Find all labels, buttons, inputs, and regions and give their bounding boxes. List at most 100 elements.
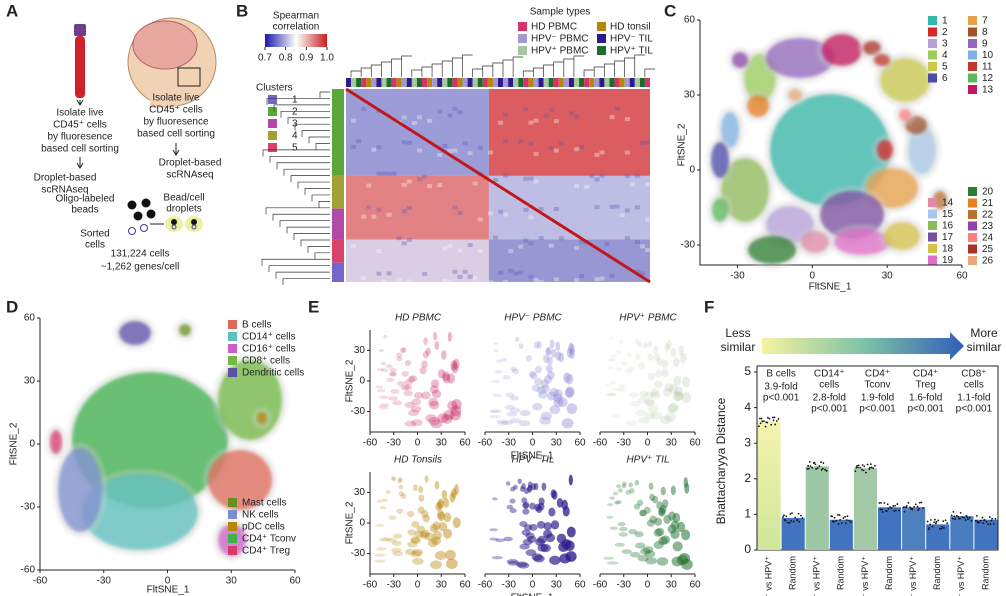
column-annotation [619, 78, 625, 87]
dendrogram [573, 55, 585, 77]
cell-cloud [410, 550, 422, 558]
jitter-dot [994, 517, 997, 520]
dendrogram [421, 66, 433, 77]
legend-label: 2 [292, 107, 298, 118]
group-name: CD4⁺ [865, 369, 890, 380]
legend-label: CD4⁺ Treg [242, 546, 290, 557]
legend-label: 23 [982, 221, 994, 232]
jitter-dot [764, 425, 767, 428]
heatmap-noise [533, 152, 539, 157]
cell-cloud [491, 379, 500, 383]
cell-cloud [443, 528, 453, 539]
jitter-dot [907, 501, 910, 504]
cell-cloud [609, 380, 618, 385]
cell-cloud [628, 482, 634, 488]
x-tick-label: -30 [730, 271, 745, 282]
heatmap-noise [361, 106, 367, 111]
legend-swatch [228, 546, 237, 555]
x-tick-label: -30 [387, 438, 402, 449]
cell-cloud [610, 357, 617, 362]
heatmap-noise [366, 183, 372, 188]
cell-cloud [418, 494, 425, 502]
cell-cloud [506, 558, 519, 564]
heatmap-noise [599, 173, 605, 178]
heatmap-noise [503, 212, 509, 217]
heatmap-noise [528, 274, 534, 279]
cell-cloud [672, 391, 683, 402]
heatmap-noise [396, 236, 402, 241]
dendrogram [287, 117, 330, 125]
dendrogram [462, 54, 473, 77]
cell-cloud [555, 351, 562, 361]
cell-cloud [656, 557, 669, 566]
colorbar-tick-label: 1.0 [320, 53, 334, 64]
cell-cloud [558, 352, 565, 363]
jitter-dot [918, 501, 921, 504]
heatmap-noise [624, 150, 630, 155]
cell-cloud [637, 396, 648, 403]
heatmap-noise [498, 209, 504, 214]
heatmap-noise [498, 270, 504, 275]
jitter-dot [979, 519, 982, 522]
heatmap-noise [528, 241, 534, 246]
heatmap-noise [487, 211, 493, 216]
fold-label: 1.6-fold [909, 393, 942, 404]
cell-cloud [429, 385, 439, 394]
cell-cloud [673, 357, 680, 368]
x-tick-label: -30 [387, 580, 402, 591]
column-annotation [391, 78, 397, 87]
legend-swatch [228, 522, 237, 531]
jitter-dot [944, 519, 947, 522]
cell-cloud [617, 521, 626, 527]
cell-cloud [491, 555, 503, 560]
jitter-dot [950, 514, 953, 517]
cell-cloud [509, 508, 517, 514]
cell-cloud [376, 367, 384, 372]
dendrogram [308, 136, 330, 144]
x-tick-label: HPV⁻ vs HPV⁺ [908, 556, 918, 596]
dendrogram [634, 54, 645, 77]
dendrogram [522, 70, 534, 77]
dendrogram [290, 175, 330, 183]
cell-cloud [670, 529, 680, 540]
cell-cloud [625, 420, 638, 426]
column-annotation [467, 78, 473, 87]
jitter-dot [870, 463, 872, 466]
jitter-dot [981, 516, 984, 519]
dendrogram [533, 67, 544, 77]
cell-cloud [400, 384, 410, 391]
cell-cloud [421, 360, 428, 369]
jitter-dot [814, 463, 817, 466]
cell-cloud [512, 484, 518, 490]
bead [127, 200, 137, 210]
heatmap-noise [634, 173, 640, 178]
group-name: cells [819, 380, 839, 391]
jitter-dot [844, 515, 847, 518]
cell-cloud [437, 369, 446, 379]
heatmap-noise [528, 215, 534, 220]
column-annotation [594, 78, 600, 87]
heatmap-noise [574, 183, 580, 188]
heatmap-noise [447, 280, 453, 285]
cell-cloud [674, 386, 684, 397]
jitter-dot [845, 519, 848, 521]
legend-swatch [968, 256, 977, 265]
x-tick-label: Random [932, 556, 942, 590]
heatmap-noise [508, 268, 514, 273]
heatmap-noise [518, 139, 524, 144]
cell-cloud [670, 520, 680, 531]
jitter-dot [966, 516, 969, 519]
p-value: p<0.001 [907, 404, 944, 415]
colorbar [265, 34, 327, 47]
cell-cloud [422, 514, 431, 523]
column-annotation [508, 78, 514, 87]
jitter-dot [977, 521, 980, 524]
cell-cloud [403, 384, 413, 391]
group-name: CD14⁺ [814, 369, 845, 380]
legend-label: 17 [942, 232, 954, 243]
cell-cloud [421, 510, 429, 518]
column-annotation [503, 78, 509, 87]
legend-label: 5 [292, 143, 298, 154]
cell-cloud [540, 379, 549, 388]
y-tick-label: 30 [354, 487, 366, 498]
